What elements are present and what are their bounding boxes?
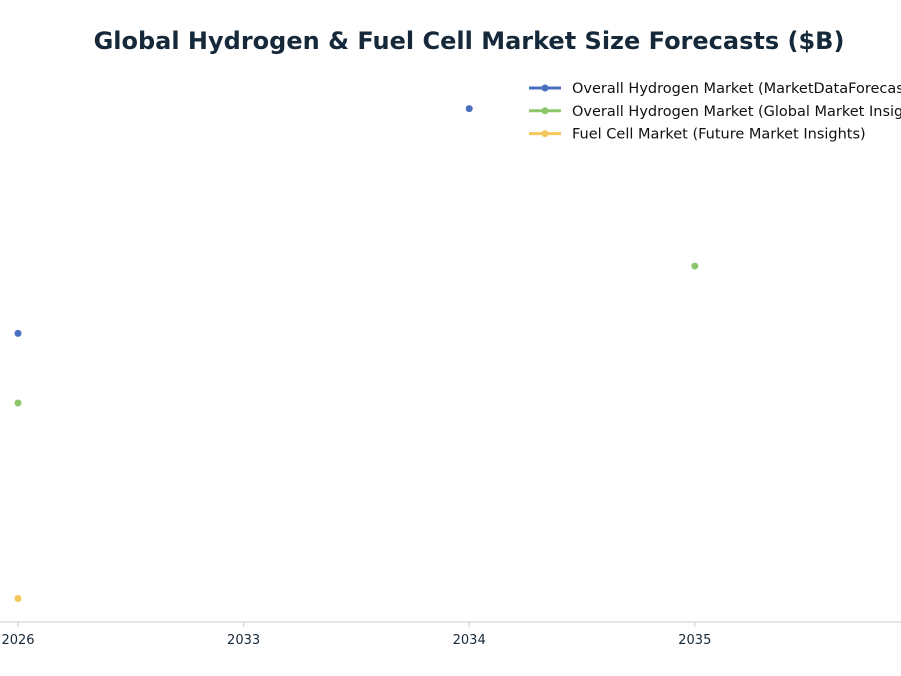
legend-label: Overall Hydrogen Market (Global Market I… [572,104,901,120]
legend-item: Fuel Cell Market (Future Market Insights… [529,127,866,143]
legend-item: Overall Hydrogen Market (Global Market I… [529,104,901,120]
chart-title: Global Hydrogen & Fuel Cell Market Size … [94,27,845,55]
x-tick-label: 2035 [678,633,711,648]
x-axis-ticks: 2026 2033 2034 2035 [1,622,711,648]
legend-marker [541,84,549,92]
legend-marker [541,107,549,115]
legend: Overall Hydrogen Market (MarketDataForec… [529,81,901,143]
legend-marker [541,130,549,138]
x-tick-label: 2033 [227,633,260,648]
legend-label: Overall Hydrogen Market (MarketDataForec… [572,81,901,97]
data-points [14,105,699,602]
data-point [14,594,22,602]
data-point [14,329,22,337]
legend-item: Overall Hydrogen Market (MarketDataForec… [529,81,901,97]
x-tick-label: 2026 [1,633,34,648]
data-point [14,399,22,407]
x-tick-label: 2034 [453,633,486,648]
data-point [465,105,473,113]
legend-label: Fuel Cell Market (Future Market Insights… [572,127,866,143]
data-point [691,262,699,270]
